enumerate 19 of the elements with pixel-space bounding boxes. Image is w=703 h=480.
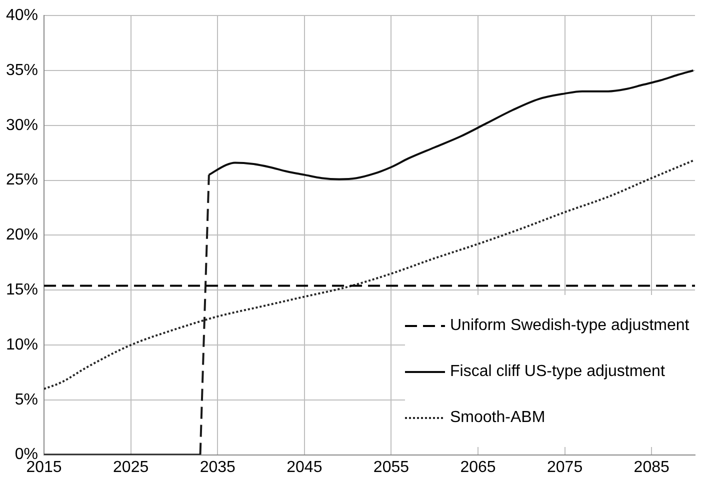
x-tick-label: 2075 (547, 458, 583, 476)
y-tick-label: 30% (6, 116, 38, 134)
y-tick-label: 20% (6, 226, 38, 244)
x-tick-label: 2085 (634, 458, 670, 476)
y-tick-label: 15% (6, 282, 38, 299)
legend-label: Uniform Swedish-type adjustment (450, 316, 690, 335)
x-tick-label: 2065 (460, 458, 496, 476)
line-series (44, 160, 694, 390)
x-tick-label: 2035 (200, 458, 236, 476)
legend-label: Fiscal cliff US-type adjustment (450, 362, 665, 381)
legend-label: Smooth-ABM (450, 408, 546, 427)
y-tick-label: 10% (6, 336, 38, 354)
y-tick-label: 5% (14, 391, 38, 408)
y-tick-label: 35% (6, 62, 38, 79)
x-tick-label: 2025 (113, 458, 149, 476)
y-tick-label: 40% (6, 7, 38, 24)
x-tick-label: 2045 (286, 458, 322, 476)
x-tick-label: 2055 (373, 458, 410, 476)
y-tick-label: 25% (6, 172, 38, 189)
